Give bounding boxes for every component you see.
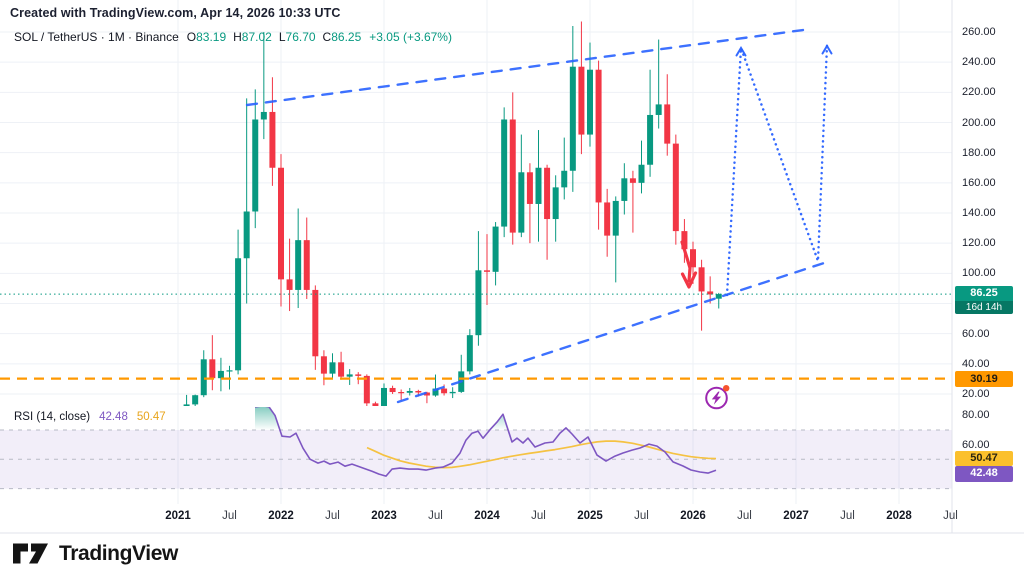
symbol-legend: SOL / TetherUS · 1M · Binance O83.19 H87.… <box>14 30 452 44</box>
rsi-legend[interactable]: RSI (14, close) 42.48 50.47 <box>14 411 166 423</box>
credit-line: Created with TradingView.com, Apr 14, 20… <box>10 6 341 20</box>
symbol-title[interactable]: SOL / TetherUS · 1M · Binance <box>14 30 179 44</box>
price-axis-label: 40.00 <box>962 357 990 370</box>
time-axis-month-label: Jul <box>428 510 443 522</box>
low-value: 76.70 <box>285 30 316 44</box>
rsi-axis-label: 60.00 <box>962 438 990 451</box>
time-axis-year-label: 2026 <box>680 510 706 522</box>
time-axis-year-label: 2021 <box>165 510 191 522</box>
price-axis-label: 180.00 <box>962 146 996 159</box>
rsi-axis-label: 80.00 <box>962 409 990 422</box>
time-axis-year-label: 2024 <box>474 510 500 522</box>
price-axis-label: 100.00 <box>962 267 996 280</box>
price-axis-label: 220.00 <box>962 86 996 99</box>
time-axis-month-label: Jul <box>222 510 237 522</box>
price-axis-label: 260.00 <box>962 26 996 38</box>
time-axis-month-label: Jul <box>943 510 958 522</box>
low-label: L <box>278 30 286 44</box>
rsi-pane <box>255 407 717 477</box>
rsi-value-badge: 42.48 <box>955 466 1013 482</box>
boost-button[interactable] <box>702 382 732 412</box>
high-label: H <box>233 30 242 44</box>
rsi-ma-badge: 50.47 <box>955 450 1013 467</box>
change-value: +3.05 (+3.67%) <box>369 30 452 44</box>
notification-dot <box>723 385 730 392</box>
alert-level-badge: 30.19 <box>955 370 1013 387</box>
open-value: 83.19 <box>196 30 227 44</box>
time-axis-year-label: 2028 <box>886 510 912 522</box>
lightning-bolt-icon <box>705 385 730 410</box>
current-price-badge: 86.25 16d 14h <box>955 286 1013 315</box>
time-axis-month-label: Jul <box>737 510 752 522</box>
price-axis-label: 140.00 <box>962 207 996 219</box>
time-axis-month-label: Jul <box>634 510 649 522</box>
time-axis-month-label: Jul <box>531 510 546 522</box>
open-label: O <box>186 30 197 44</box>
rsi-title: RSI (14, close) <box>14 411 91 423</box>
high-value: 87.02 <box>241 30 272 44</box>
time-axis-month-label: Jul <box>840 510 855 522</box>
price-axis-label: 60.00 <box>962 327 990 340</box>
time-axis-month-label: Jul <box>325 510 340 522</box>
tradingview-mark-icon <box>13 543 48 564</box>
ohlc-values: O83.19 H87.02 L76.70 C86.25 <box>187 30 362 44</box>
price-axis-label: 240.00 <box>962 56 996 69</box>
time-axis-year-label: 2027 <box>783 510 809 522</box>
tradingview-logo-text: TradingView <box>59 541 178 565</box>
time-axis-year-label: 2022 <box>268 510 294 522</box>
time-axis-year-label: 2023 <box>371 510 397 522</box>
rsi-ma-value: 50.47 <box>136 411 166 423</box>
price-axis-label: 160.00 <box>962 176 996 189</box>
price-axis-label: 120.00 <box>962 237 996 250</box>
rsi-current-value: 42.48 <box>99 411 128 423</box>
close-value: 86.25 <box>331 30 362 44</box>
tradingview-logo[interactable]: TradingView <box>12 541 178 566</box>
price-axis-label: 20.00 <box>962 388 990 400</box>
price-axis-label: 200.00 <box>962 116 996 129</box>
current-price-value: 86.25 <box>970 287 998 300</box>
time-axis-year-label: 2025 <box>577 510 603 522</box>
bar-countdown: 16d 14h <box>955 301 1013 315</box>
close-label: C <box>322 30 332 44</box>
candlestick-series <box>183 21 722 406</box>
